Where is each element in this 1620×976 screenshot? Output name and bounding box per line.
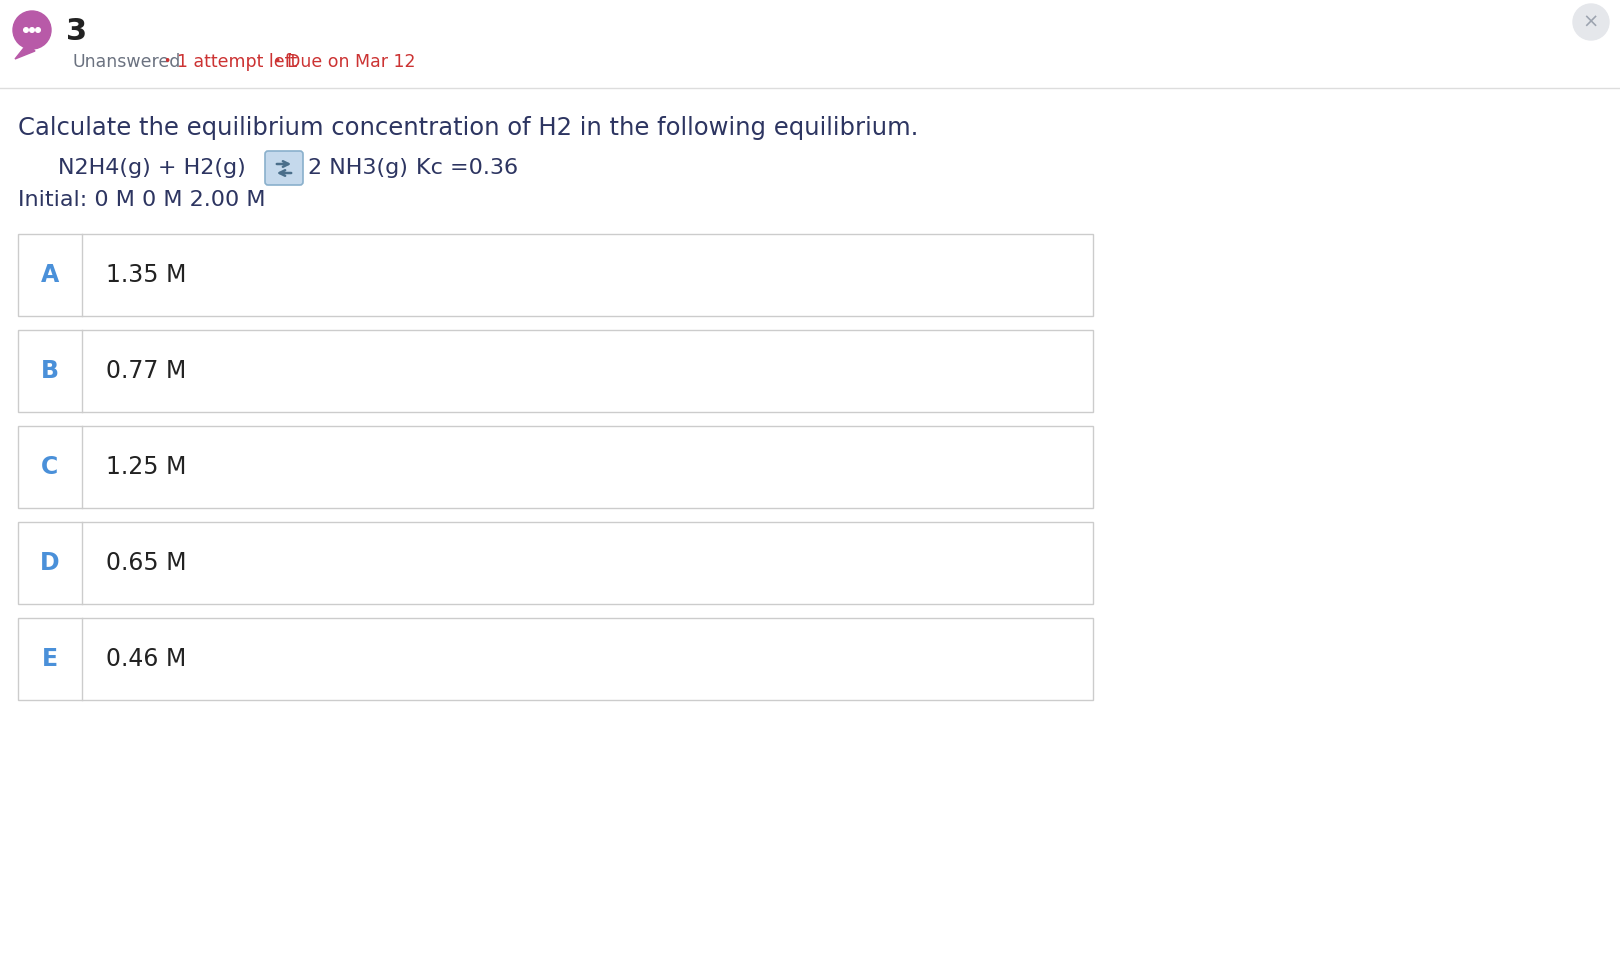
Circle shape: [29, 27, 34, 32]
FancyBboxPatch shape: [18, 330, 1094, 412]
FancyBboxPatch shape: [18, 234, 1094, 316]
Text: C: C: [42, 455, 58, 479]
FancyBboxPatch shape: [18, 522, 1094, 604]
Text: 0.65 M: 0.65 M: [105, 551, 186, 575]
Text: Kc =0.36: Kc =0.36: [416, 158, 518, 178]
Text: N2H4(g) + H2(g): N2H4(g) + H2(g): [58, 158, 246, 178]
Circle shape: [13, 11, 50, 49]
Text: E: E: [42, 647, 58, 671]
Text: 0.46 M: 0.46 M: [105, 647, 186, 671]
Polygon shape: [15, 44, 36, 59]
Text: 1 attempt left: 1 attempt left: [177, 53, 296, 71]
Text: ×: ×: [1583, 13, 1599, 31]
Text: D: D: [40, 551, 60, 575]
Text: A: A: [40, 263, 58, 287]
FancyBboxPatch shape: [18, 426, 1094, 508]
Circle shape: [36, 27, 41, 32]
Text: Due on Mar 12: Due on Mar 12: [287, 53, 415, 71]
Circle shape: [1573, 4, 1609, 40]
Text: •: •: [274, 56, 280, 68]
Text: 0.77 M: 0.77 M: [105, 359, 186, 383]
FancyBboxPatch shape: [18, 618, 1094, 700]
Text: •: •: [164, 56, 170, 68]
FancyBboxPatch shape: [266, 151, 303, 185]
Circle shape: [24, 27, 28, 32]
Text: B: B: [40, 359, 58, 383]
Text: 1.35 M: 1.35 M: [105, 263, 186, 287]
Text: Calculate the equilibrium concentration of H2 in the following equilibrium.: Calculate the equilibrium concentration …: [18, 116, 919, 140]
Text: 1.25 M: 1.25 M: [105, 455, 186, 479]
Text: 3: 3: [66, 18, 87, 47]
Text: Initial: 0 M 0 M 2.00 M: Initial: 0 M 0 M 2.00 M: [18, 190, 266, 210]
Text: 2 NH3(g): 2 NH3(g): [308, 158, 408, 178]
Text: Unanswered: Unanswered: [71, 53, 180, 71]
